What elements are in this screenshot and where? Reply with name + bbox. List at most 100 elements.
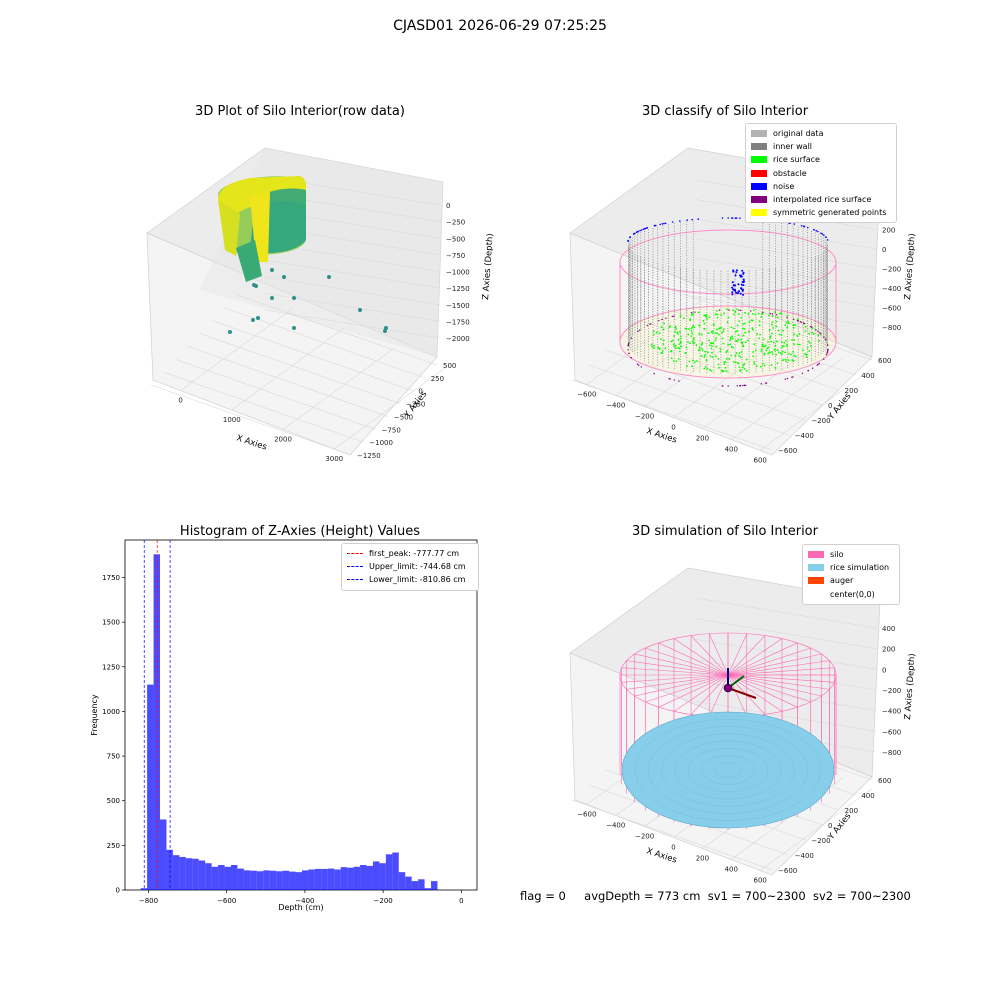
- rice-surface-point: [678, 343, 681, 345]
- noise-point: [742, 293, 745, 296]
- rice-surface-point: [680, 345, 683, 348]
- interpolated-point: [750, 310, 752, 312]
- legend-label: inner wall: [773, 142, 813, 152]
- histogram-chart: −800 −600 −400 −200 0 0 250 500 750 1000 1250 1500…: [90, 539, 478, 912]
- sv2-status: sv2 = 700~2300: [812, 889, 911, 903]
- rice-surface-point: [679, 337, 682, 340]
- rice-surface-point: [752, 309, 755, 312]
- rice-surface-point: [708, 316, 711, 319]
- histogram-bar: [353, 866, 361, 890]
- interpolated-point: [827, 348, 829, 350]
- silo-roof-wire: [727, 674, 811, 703]
- histogram-bar: [263, 870, 270, 890]
- rice-surface-point: [742, 344, 744, 347]
- rice-surface-point: [760, 316, 763, 318]
- rice-surface-point: [730, 354, 733, 357]
- interpolated-point: [817, 330, 819, 333]
- rice-surface-point: [795, 355, 797, 358]
- legend-swatch: [751, 209, 767, 217]
- rice-surface-point: [750, 319, 753, 322]
- rice-surface-point: [716, 316, 719, 319]
- rice-surface-point: [812, 333, 815, 335]
- legend-item: Lower_limit: -810.86 cm: [347, 573, 473, 586]
- y-tick-label: −600: [778, 867, 797, 875]
- raw-point-cloud: [218, 176, 306, 282]
- rice-surface-point: [790, 353, 792, 356]
- rice-surface-point: [715, 310, 718, 312]
- rice-surface-point: [736, 340, 739, 343]
- interpolated-point: [738, 309, 740, 311]
- rice-surface-point: [735, 352, 738, 354]
- silo-roof-wire: [673, 638, 729, 676]
- legend-label: interpolated rice surface: [773, 195, 872, 205]
- silo-roof-wire: [626, 660, 729, 676]
- x-tick-label: −400: [606, 402, 625, 410]
- rice-surface-point: [796, 343, 799, 346]
- interpolated-point: [784, 378, 786, 380]
- noise-point: [671, 221, 674, 223]
- rice-surface-point: [687, 341, 689, 343]
- rice-surface-point: [675, 328, 678, 331]
- rice-surface-point: [725, 351, 728, 354]
- rice-surface-point: [755, 365, 758, 367]
- scatter-point: [228, 330, 232, 334]
- rice-surface-point: [753, 343, 756, 346]
- rice-surface-point: [809, 342, 811, 344]
- rice-surface-point: [763, 345, 766, 348]
- rice-surface-point: [684, 327, 687, 330]
- rice-surface-point: [718, 327, 721, 330]
- rice-surface-point: [769, 335, 772, 338]
- rice-surface-point: [719, 350, 722, 353]
- rice-surface-point: [740, 351, 743, 353]
- interpolated-point: [739, 309, 742, 312]
- rice-surface-point: [672, 339, 674, 342]
- silo-roof-wire: [621, 674, 729, 683]
- sv1-status: sv1 = 700~2300: [707, 889, 806, 903]
- rice-surface-point: [784, 358, 787, 361]
- noise-point: [741, 269, 744, 272]
- rice-surface-point: [692, 312, 694, 315]
- rice-surface-point: [768, 329, 771, 331]
- x-tick-label: 0: [459, 897, 463, 905]
- rice-surface-point: [732, 309, 735, 312]
- interpolated-point: [823, 336, 825, 338]
- rice-surface-point: [687, 333, 690, 336]
- interpolated-point: [636, 363, 639, 365]
- histogram-bar: [340, 867, 348, 890]
- rice-surface-point: [752, 328, 754, 331]
- rice-surface-point: [695, 344, 698, 347]
- raw-z-axis-label: Z Axies (Depth): [481, 233, 496, 300]
- histogram-bar: [392, 852, 399, 890]
- rice-surface-point: [767, 352, 770, 355]
- rice-surface-point: [700, 343, 703, 346]
- noise-point: [727, 217, 729, 219]
- interpolated-point: [671, 315, 674, 318]
- noise-point: [627, 239, 629, 242]
- noise-point: [731, 291, 734, 294]
- y-tick-label: −1250: [357, 452, 381, 460]
- rice-surface-point: [782, 329, 784, 332]
- rice-surface-point: [723, 363, 726, 366]
- rice-surface-point: [771, 353, 774, 355]
- y-tick-label: 1250: [102, 663, 120, 671]
- y-tick-label: 200: [845, 387, 858, 395]
- rice-surface-point: [723, 361, 725, 363]
- y-tick-label: 250: [107, 842, 120, 850]
- rice-surface-point: [664, 347, 667, 350]
- rice-surface-point: [688, 342, 691, 345]
- rice-surface-point: [729, 338, 732, 340]
- interpolated-point: [678, 380, 680, 382]
- y-tick-label: −750: [382, 426, 401, 434]
- rice-surface-point: [780, 353, 783, 355]
- rice-surface-point: [660, 338, 662, 341]
- rice-surface-point: [724, 366, 727, 369]
- rice-surface-point: [758, 324, 761, 327]
- histogram-bar: [385, 854, 393, 890]
- rice-surface-point: [710, 347, 713, 350]
- rice-surface-point: [691, 340, 694, 343]
- z-tick-label: −400: [882, 285, 901, 293]
- noise-point: [679, 220, 681, 222]
- z-tick-label: −1000: [446, 269, 470, 277]
- legend-label: obstacle: [773, 168, 807, 178]
- rice-surface-point: [669, 350, 672, 353]
